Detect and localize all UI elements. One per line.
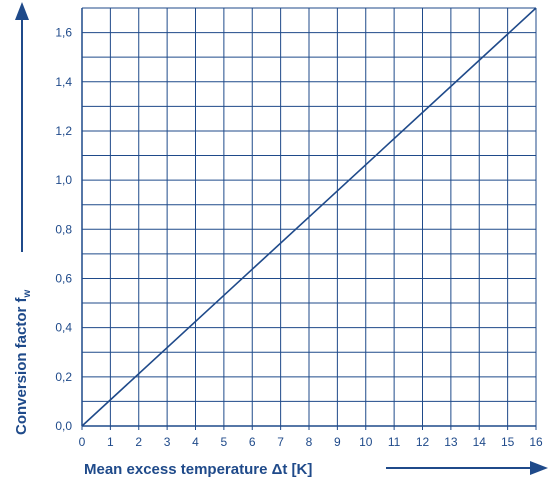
y-tick-label: 0,8	[55, 222, 72, 236]
y-tick-label: 1,0	[55, 173, 72, 187]
y-tick-label: 0,6	[55, 271, 72, 285]
x-tick-label: 12	[416, 435, 430, 449]
y-tick-label: 0,4	[55, 321, 72, 335]
y-tick-label: 1,2	[55, 124, 72, 138]
y-arrow-head	[15, 2, 29, 20]
y-tick-label: 0,2	[55, 370, 72, 384]
x-tick-label: 2	[135, 435, 142, 449]
x-tick-label: 10	[359, 435, 373, 449]
x-tick-label: 3	[164, 435, 171, 449]
y-axis-title-main: Conversion factor f	[13, 296, 30, 435]
x-tick-label: 16	[529, 435, 543, 449]
x-axis-title: Mean excess temperature Δt [K]	[84, 461, 312, 478]
x-tick-label: 8	[306, 435, 313, 449]
axis-titles-layer: Mean excess temperature Δt [K] Conversio…	[13, 289, 312, 478]
series-layer	[81, 7, 537, 427]
x-tick-label: 1	[107, 435, 114, 449]
y-axis-title-subscript: w	[22, 289, 33, 298]
x-tick-label: 13	[444, 435, 458, 449]
y-tick-label: 1,4	[55, 75, 72, 89]
tick-labels-layer: 0 1 2 3 4 5 6 7 8 9 10 11 12 13 14 15 160,00,20,40,60,81…	[55, 26, 543, 449]
x-tick-label: 0	[79, 435, 86, 449]
x-tick-label: 14	[473, 435, 487, 449]
x-tick-label: 11	[388, 435, 401, 449]
axes-layer	[15, 2, 548, 475]
x-arrow-head	[530, 461, 548, 475]
x-tick-label: 9	[334, 435, 341, 449]
y-tick-label: 0,0	[55, 419, 72, 433]
x-tick-label: 15	[501, 435, 515, 449]
x-tick-label: 4	[192, 435, 199, 449]
x-tick-label: 5	[221, 435, 228, 449]
y-axis-title: Conversion factor fw	[13, 289, 33, 435]
x-tick-label: 6	[249, 435, 256, 449]
y-tick-label: 1,6	[55, 26, 72, 40]
series-line	[81, 7, 537, 427]
x-tick-label: 7	[277, 435, 284, 449]
